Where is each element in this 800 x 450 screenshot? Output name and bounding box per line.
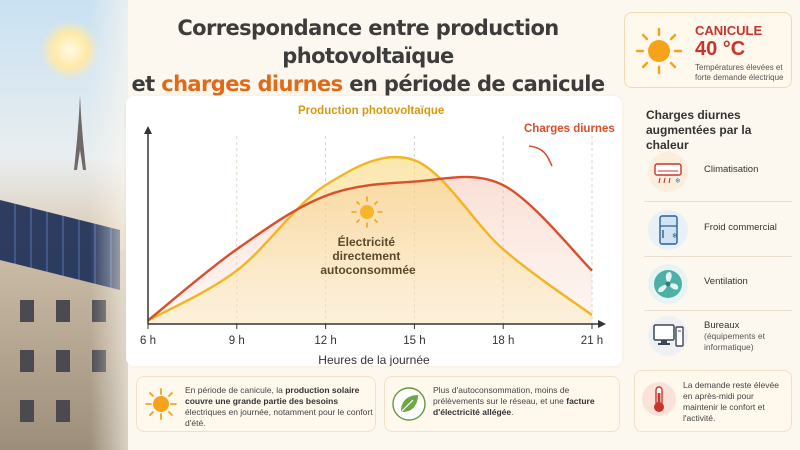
annotation-line-2: directement bbox=[332, 249, 400, 263]
annotation-sun-icon bbox=[351, 196, 383, 228]
load-item-ventilation: Ventilation bbox=[644, 262, 792, 306]
sun-icon bbox=[145, 388, 177, 420]
x-tick-label: 21 h bbox=[581, 335, 603, 347]
load-item-climatisation: ❄ Climatisation bbox=[644, 150, 792, 194]
svg-text:❄: ❄ bbox=[672, 232, 678, 240]
legend-pv: Production photovoltaïque bbox=[298, 105, 444, 117]
svg-text:❄: ❄ bbox=[675, 177, 681, 185]
load-label: Froid commercial bbox=[704, 222, 777, 233]
x-axis-label: Heures de la journée bbox=[318, 353, 430, 366]
production-load-chart: 6 h 9 h 12 h 15 h 18 h 21 h Production photov… bbox=[140, 105, 615, 366]
sun-icon bbox=[635, 27, 683, 75]
thermometer-icon bbox=[642, 382, 676, 416]
load-label: Ventilation bbox=[704, 276, 748, 287]
eiffel-tower-icon bbox=[74, 95, 86, 170]
air-conditioner-icon: ❄ bbox=[654, 163, 682, 185]
info-box-solar-coverage: En période de canicule, la production so… bbox=[136, 376, 376, 432]
info-box-self-consumption: Plus d'autoconsommation, moins de prélèv… bbox=[384, 376, 620, 432]
computer-icon bbox=[653, 324, 684, 347]
commercial-fridge-icon: ❄ bbox=[659, 215, 678, 245]
load-item-bureaux: Bureaux (équipements et informatique) bbox=[644, 314, 792, 358]
alert-heading: CANICULE bbox=[695, 23, 763, 38]
x-tick-label: 18 h bbox=[492, 335, 514, 347]
legend-load-pointer bbox=[528, 145, 553, 167]
x-tick-label: 9 h bbox=[229, 335, 245, 347]
leaf-icon bbox=[392, 387, 426, 421]
title-highlight: charges diurnes bbox=[161, 72, 343, 96]
alert-temperature: 40 °C bbox=[695, 38, 746, 60]
annotation-line-1: Électricité bbox=[338, 234, 396, 249]
fan-icon bbox=[654, 270, 682, 298]
pv-series-line bbox=[147, 155, 593, 322]
annotation-line-3: autoconsommée bbox=[320, 263, 416, 277]
x-tick-label: 6 h bbox=[140, 335, 156, 347]
load-series-line bbox=[147, 175, 593, 322]
sidebar-title: Charges diurnes augmentées par la chaleu… bbox=[646, 108, 752, 152]
load-label: Climatisation bbox=[704, 164, 759, 175]
load-sublabel: (équipements et informatique) bbox=[704, 331, 765, 352]
legend-load: Charges diurnes bbox=[524, 123, 615, 135]
heatwave-alert-card: CANICULE 40 °C Températures élevées et f… bbox=[624, 12, 792, 88]
pv-area bbox=[148, 156, 592, 324]
x-tick-label: 12 h bbox=[314, 335, 336, 347]
svg-text:Électricité directement: Électricité directement autoconsommée bbox=[320, 234, 416, 277]
load-label: Bureaux bbox=[704, 320, 740, 331]
load-item-froid-commercial: ❄ Froid commercial bbox=[644, 208, 792, 252]
x-tick-label: 15 h bbox=[403, 335, 425, 347]
alert-note: Températures élevées et forte demande él… bbox=[695, 63, 784, 82]
afternoon-demand-note: La demande reste élevée en après-midi po… bbox=[634, 370, 792, 432]
